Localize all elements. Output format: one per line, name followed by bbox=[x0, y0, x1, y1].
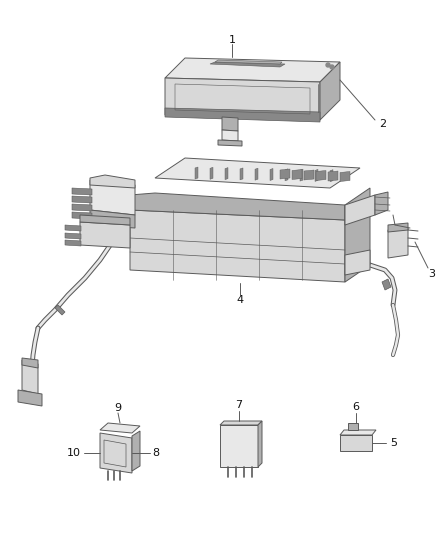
Polygon shape bbox=[80, 215, 130, 225]
Polygon shape bbox=[100, 433, 132, 473]
Polygon shape bbox=[315, 169, 318, 181]
Polygon shape bbox=[165, 108, 320, 122]
Polygon shape bbox=[255, 168, 258, 180]
Polygon shape bbox=[320, 62, 340, 120]
Polygon shape bbox=[210, 62, 285, 67]
Circle shape bbox=[326, 63, 330, 67]
Polygon shape bbox=[130, 193, 345, 220]
Polygon shape bbox=[72, 212, 92, 219]
Polygon shape bbox=[280, 169, 290, 179]
Polygon shape bbox=[72, 188, 92, 195]
Polygon shape bbox=[210, 167, 213, 179]
Text: 4: 4 bbox=[237, 295, 244, 305]
Polygon shape bbox=[225, 167, 228, 180]
Polygon shape bbox=[300, 169, 303, 181]
Polygon shape bbox=[220, 425, 258, 467]
Circle shape bbox=[330, 65, 334, 69]
Polygon shape bbox=[222, 117, 238, 131]
Polygon shape bbox=[285, 169, 288, 181]
Polygon shape bbox=[72, 196, 92, 203]
Polygon shape bbox=[348, 423, 358, 430]
Polygon shape bbox=[215, 60, 282, 64]
Polygon shape bbox=[90, 210, 135, 228]
Polygon shape bbox=[382, 279, 391, 290]
Polygon shape bbox=[340, 435, 372, 451]
Polygon shape bbox=[65, 240, 81, 246]
Polygon shape bbox=[100, 423, 140, 433]
Polygon shape bbox=[165, 58, 340, 82]
Polygon shape bbox=[90, 175, 135, 188]
Polygon shape bbox=[220, 421, 262, 425]
Polygon shape bbox=[388, 228, 408, 258]
Polygon shape bbox=[155, 158, 360, 188]
Text: 3: 3 bbox=[428, 269, 435, 279]
Polygon shape bbox=[22, 358, 38, 368]
Polygon shape bbox=[65, 233, 81, 239]
Polygon shape bbox=[218, 140, 242, 146]
Polygon shape bbox=[340, 430, 376, 435]
Polygon shape bbox=[328, 171, 338, 181]
Polygon shape bbox=[375, 192, 388, 215]
Text: 7: 7 bbox=[236, 400, 243, 410]
Polygon shape bbox=[195, 167, 198, 179]
Polygon shape bbox=[80, 222, 130, 248]
Polygon shape bbox=[222, 130, 238, 141]
Text: 8: 8 bbox=[152, 448, 159, 458]
Polygon shape bbox=[292, 169, 302, 180]
Polygon shape bbox=[270, 168, 273, 181]
Polygon shape bbox=[22, 360, 38, 394]
Polygon shape bbox=[258, 421, 262, 467]
Polygon shape bbox=[388, 223, 408, 232]
Polygon shape bbox=[345, 195, 375, 225]
Polygon shape bbox=[165, 78, 320, 120]
Polygon shape bbox=[304, 170, 314, 180]
Polygon shape bbox=[345, 250, 370, 275]
Text: 5: 5 bbox=[391, 438, 398, 448]
Polygon shape bbox=[65, 225, 81, 231]
Polygon shape bbox=[18, 390, 42, 406]
Polygon shape bbox=[130, 210, 345, 282]
Text: 2: 2 bbox=[379, 119, 387, 129]
Text: 10: 10 bbox=[67, 448, 81, 458]
Text: 1: 1 bbox=[229, 35, 236, 45]
Text: 6: 6 bbox=[353, 402, 360, 412]
Polygon shape bbox=[340, 172, 350, 182]
Polygon shape bbox=[55, 305, 65, 315]
Polygon shape bbox=[345, 188, 370, 282]
Polygon shape bbox=[330, 169, 333, 182]
Text: 9: 9 bbox=[114, 403, 122, 413]
Polygon shape bbox=[90, 180, 135, 215]
Polygon shape bbox=[132, 431, 140, 471]
Polygon shape bbox=[240, 168, 243, 180]
Polygon shape bbox=[72, 204, 92, 211]
Polygon shape bbox=[316, 171, 326, 181]
